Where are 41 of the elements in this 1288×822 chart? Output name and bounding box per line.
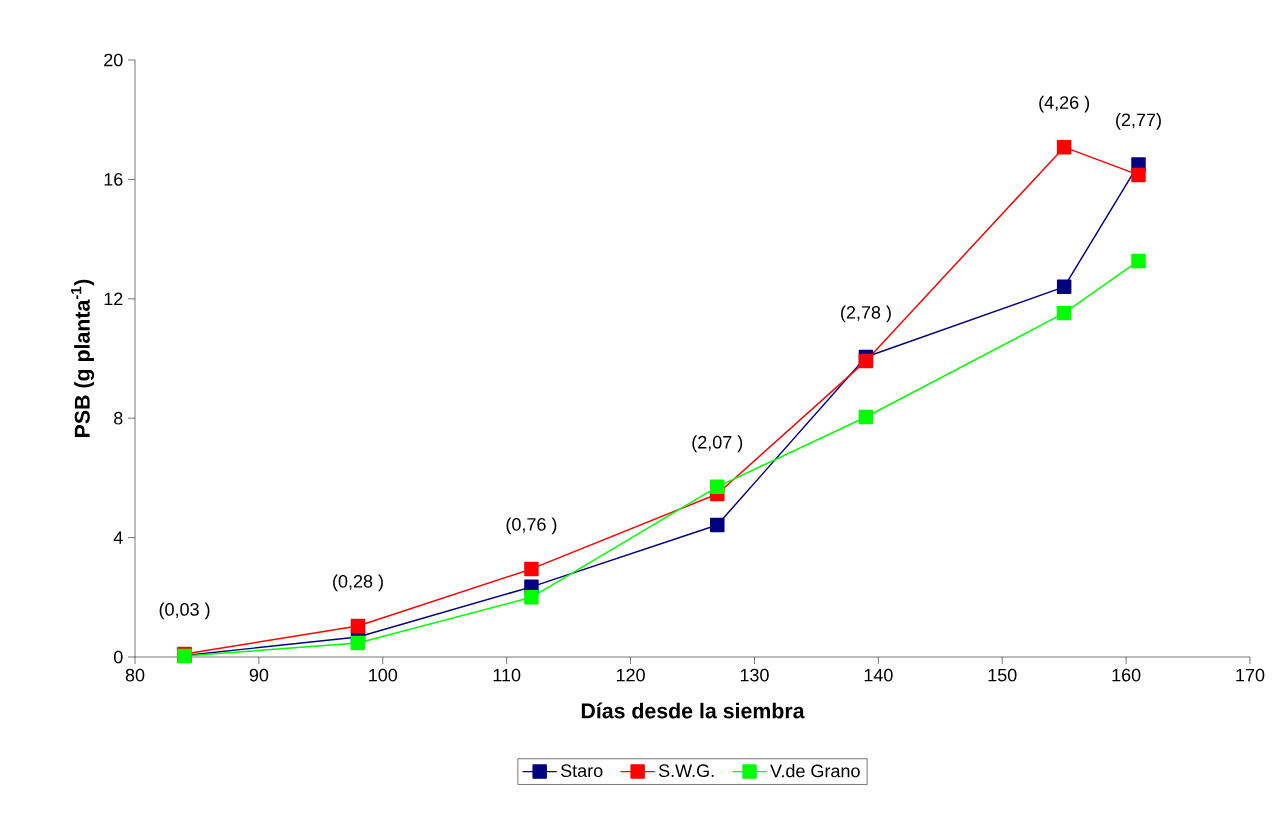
y-tick-label: 12 — [104, 292, 123, 306]
y-tick-label: 20 — [104, 53, 123, 67]
point — [1131, 253, 1146, 269]
annotation: (4,26 ) — [1039, 95, 1090, 113]
annotation: (0,76 ) — [506, 517, 557, 535]
point — [710, 517, 725, 533]
point — [524, 561, 539, 577]
legend-label: Staro — [560, 764, 603, 778]
y-tick-label: 4 — [113, 531, 123, 544]
y-tick-label: 0 — [113, 650, 123, 664]
point — [858, 353, 874, 369]
x-tick-label: 170 — [1236, 668, 1265, 682]
x-tick-label: 90 — [249, 668, 269, 682]
x-tick-label: 160 — [1112, 668, 1141, 682]
x-tick-label: 80 — [125, 668, 145, 682]
annotation: (0,03 ) — [159, 602, 210, 620]
point — [710, 479, 725, 495]
point — [1131, 167, 1146, 183]
x-tick-label: 100 — [369, 668, 398, 682]
y-tick-label: 8 — [114, 411, 123, 425]
x-axis-title: Días desde la siembra — [581, 702, 805, 719]
point — [350, 635, 366, 651]
legend-label: V.de Grano — [770, 764, 860, 778]
point — [1056, 279, 1072, 295]
point — [1056, 305, 1072, 321]
annotation: (0,28 ) — [333, 574, 383, 592]
x-tick-label: 110 — [493, 668, 521, 682]
y-tick-label: 16 — [104, 173, 123, 186]
point — [858, 409, 874, 425]
legend-label: S.W.G. — [658, 764, 714, 778]
point — [524, 590, 539, 605]
annotation: (2,78 ) — [841, 305, 891, 323]
x-tick-label: 150 — [988, 668, 1017, 682]
annotation: (2,77) — [1116, 112, 1161, 130]
point — [1056, 139, 1072, 155]
x-tick-label: 130 — [740, 668, 769, 682]
x-tick-label: 140 — [864, 668, 893, 682]
annotation: (2,07 ) — [692, 435, 743, 453]
y-axis-title: PSB (g planta$^{-1}$) — [70, 279, 95, 437]
x-tick-label: 120 — [616, 668, 645, 682]
point — [350, 618, 366, 634]
